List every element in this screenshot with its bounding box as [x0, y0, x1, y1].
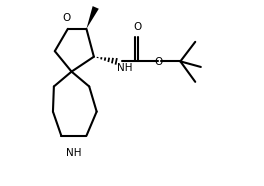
Text: NH: NH: [66, 148, 82, 158]
Text: O: O: [154, 57, 162, 67]
Text: NH: NH: [117, 63, 132, 73]
Text: O: O: [134, 22, 142, 32]
Text: O: O: [63, 13, 71, 23]
Polygon shape: [86, 6, 99, 29]
